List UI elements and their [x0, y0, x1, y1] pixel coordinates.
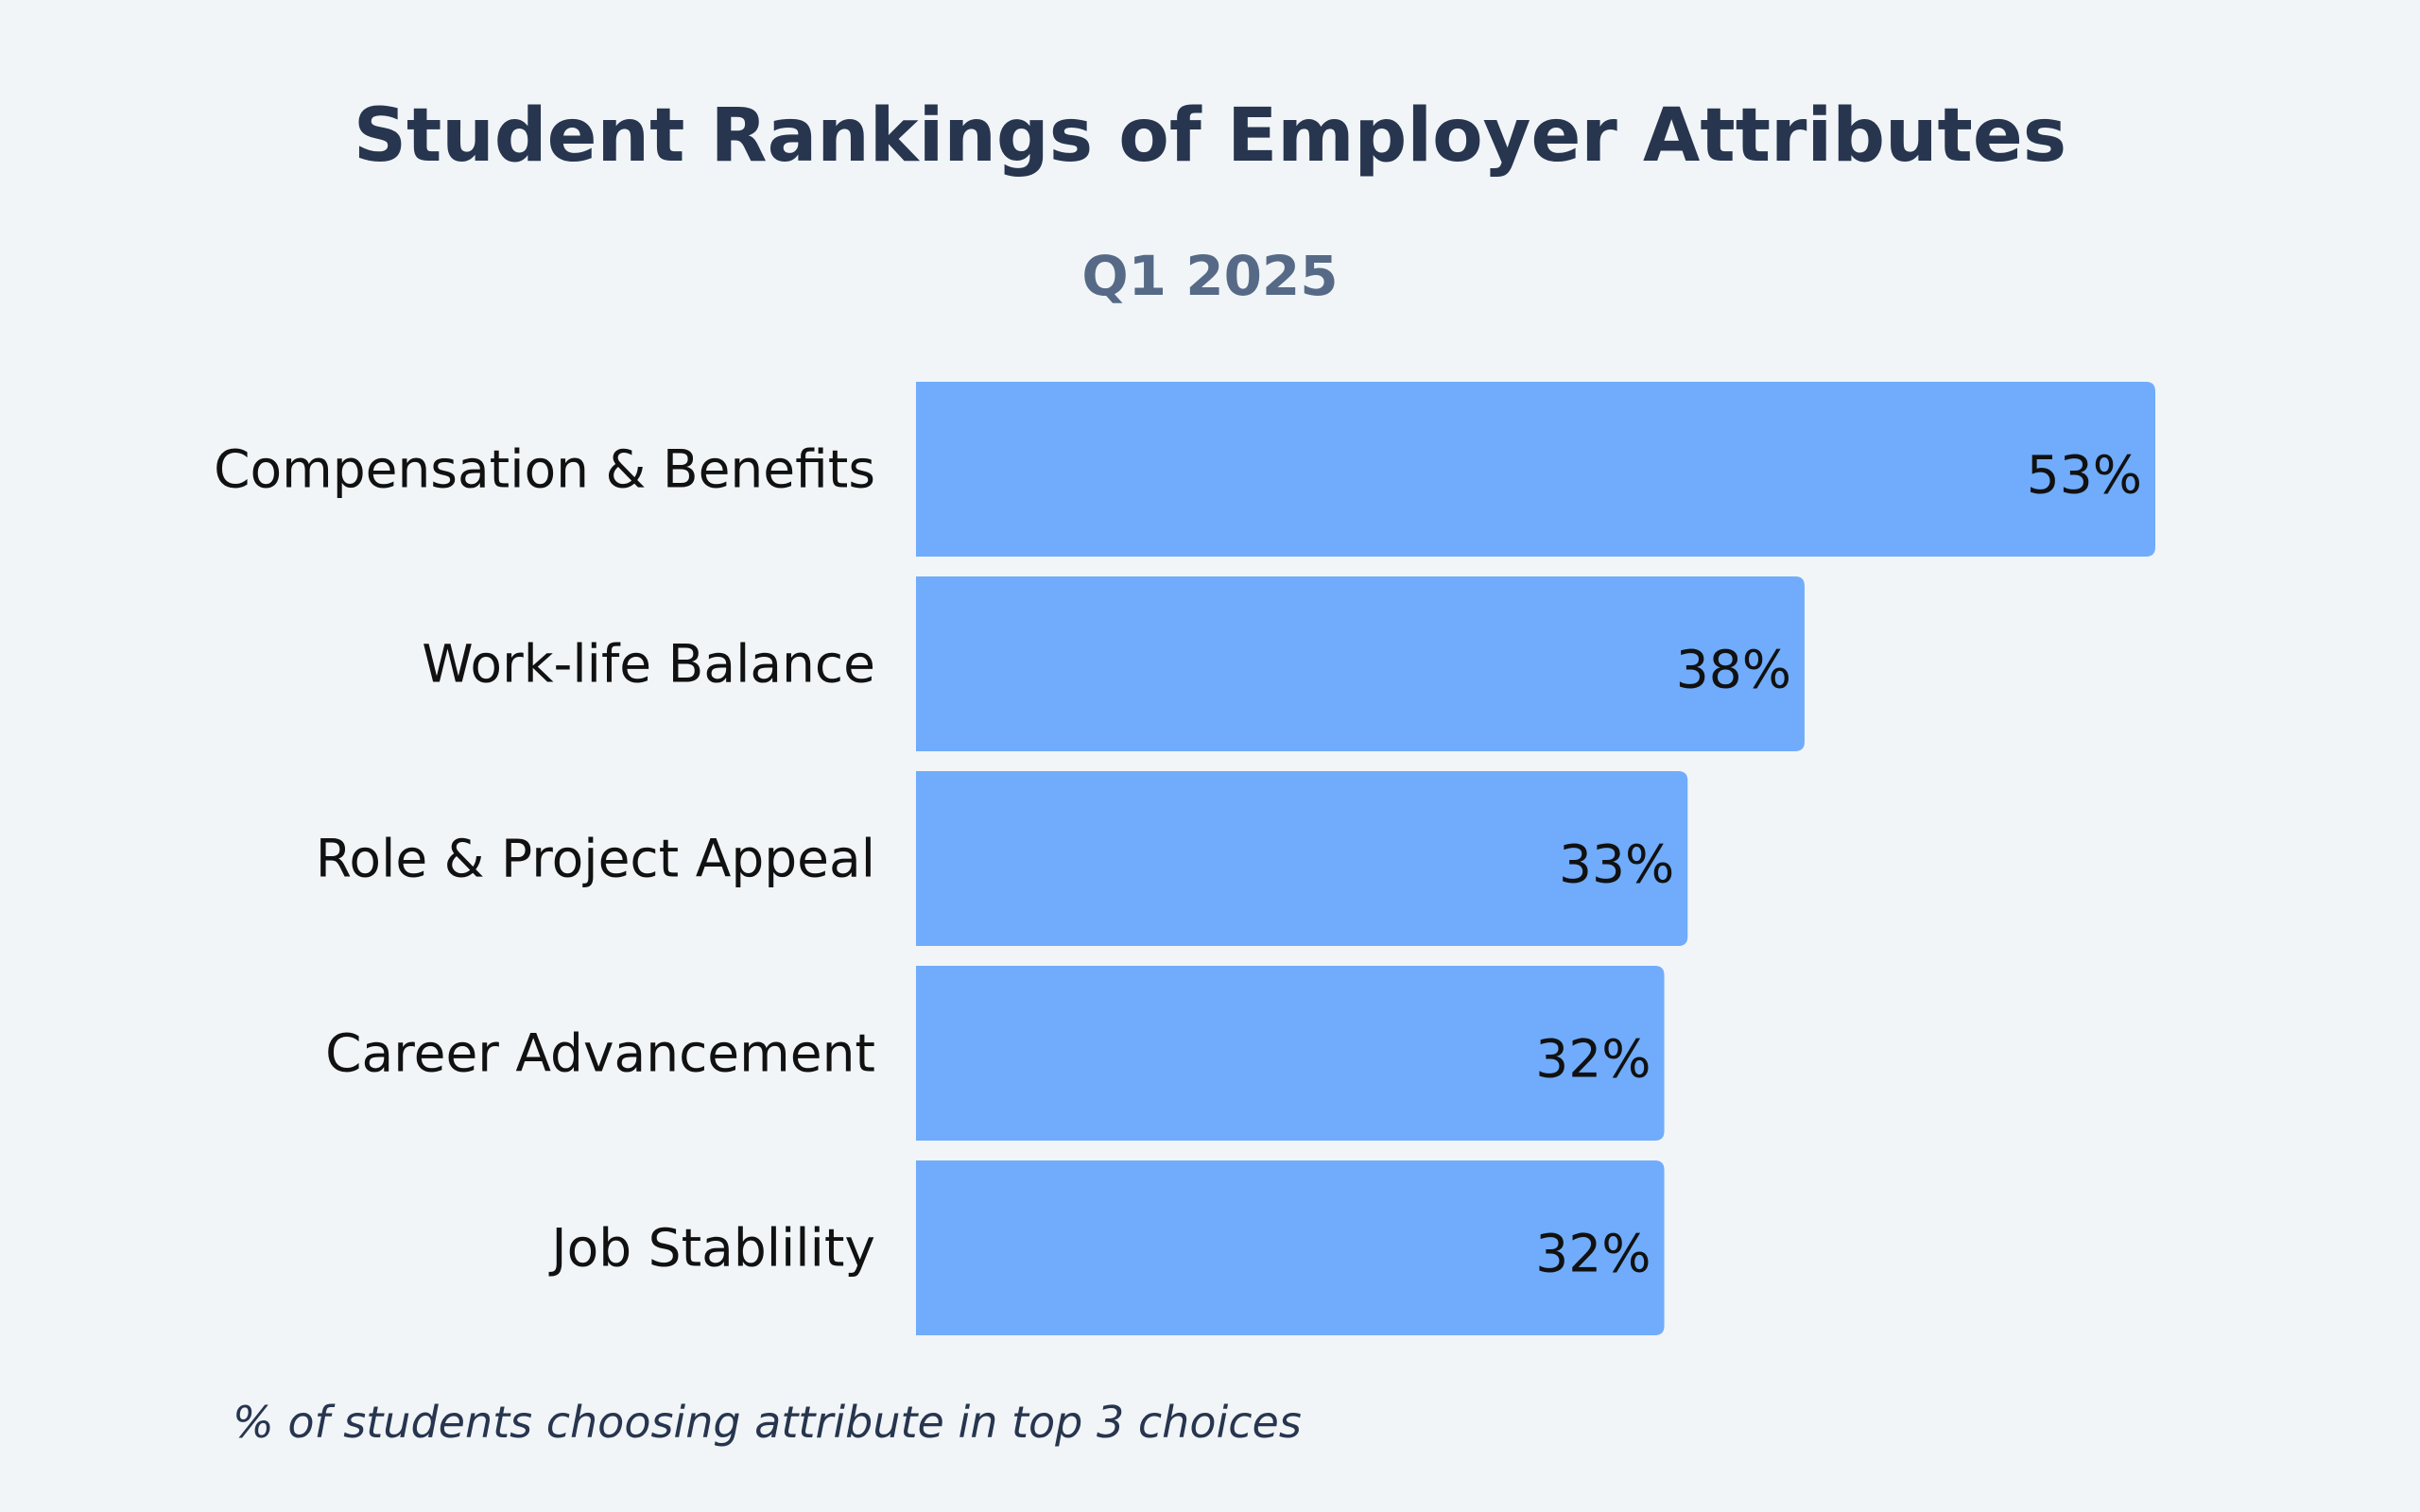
- bar-0: [916, 382, 2155, 557]
- chart-title: Student Rankings of Employer Attributes: [354, 94, 2066, 179]
- bar-2: [916, 771, 1688, 946]
- category-label-2: Role & Project Appeal: [316, 829, 875, 889]
- bar-1: [916, 576, 1805, 751]
- value-label-3: 32%: [1535, 1029, 1651, 1090]
- chart-footnote: % of students choosing attribute in top …: [233, 1397, 1302, 1448]
- value-label-0: 53%: [2027, 445, 2142, 506]
- bars-group: Compensation & Benefits 53% Work-life Bala…: [214, 382, 2155, 1335]
- category-label-0: Compensation & Benefits: [214, 439, 875, 500]
- value-label-4: 32%: [1535, 1224, 1651, 1284]
- category-label-3: Career Advancement: [325, 1023, 875, 1084]
- chart-subtitle: Q1 2025: [1081, 244, 1338, 308]
- bar-3: [916, 966, 1665, 1141]
- category-label-4: Job Stablility: [548, 1218, 875, 1279]
- value-label-2: 33%: [1559, 834, 1674, 895]
- value-label-1: 38%: [1676, 640, 1791, 700]
- category-label-1: Work-life Balance: [422, 634, 875, 695]
- bar-4: [916, 1160, 1665, 1335]
